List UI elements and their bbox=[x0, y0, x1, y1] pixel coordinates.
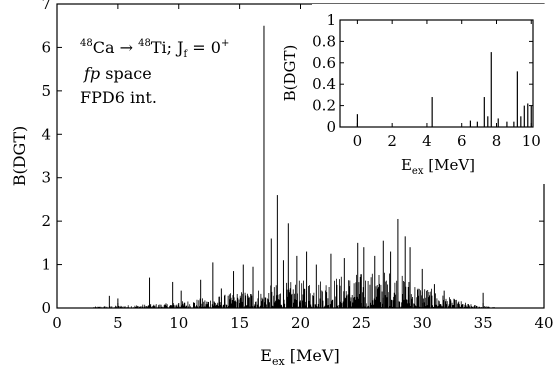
inset-chart: 0 2 4 6 8 10 0 0.2 0.4 0.6 0.8 1 Eex [MeV] B(DGT) bbox=[281, 4, 546, 184]
main-y-tick-label: 0 bbox=[41, 299, 51, 317]
inset-x-axis-label: Eex [MeV] bbox=[401, 156, 475, 177]
main-y-tick-label: 7 bbox=[41, 0, 51, 13]
reaction-annotation: 48Ca → 48Ti; Jf = 0+ bbox=[80, 38, 229, 60]
main-x-tick-label: 5 bbox=[113, 314, 123, 332]
inset-y-tick-label: 0.8 bbox=[312, 32, 336, 50]
main-peak-lines bbox=[56, 25, 484, 308]
interaction-annotation: FPD6 int. bbox=[80, 88, 157, 107]
main-y-tick-label: 6 bbox=[41, 38, 51, 56]
main-x-tick-label: 35 bbox=[474, 314, 493, 332]
inset-x-tick-label: 0 bbox=[353, 132, 363, 150]
inset-x-tick-label: 6 bbox=[457, 132, 467, 150]
inset-x-tick-label: 2 bbox=[387, 132, 397, 150]
main-x-tick-label: 10 bbox=[169, 314, 188, 332]
inset-y-tick-label: 1 bbox=[326, 11, 336, 29]
inset-y-tick-label: 0.2 bbox=[312, 97, 336, 115]
inset-y-axis-label: B(DGT) bbox=[281, 45, 299, 102]
main-y-tick-label: 5 bbox=[41, 82, 51, 100]
inset-plot-frame bbox=[339, 19, 534, 128]
inset-background bbox=[312, 4, 546, 184]
main-x-tick-label: 0 bbox=[52, 314, 62, 332]
main-x-ticks: 0 5 10 15 20 25 30 35 40 bbox=[52, 4, 554, 332]
inset-x-ticks: 0 2 4 6 8 10 bbox=[353, 20, 541, 150]
inset-y-tick-label: 0.6 bbox=[312, 54, 336, 72]
main-y-tick-label: 1 bbox=[41, 256, 51, 274]
main-x-tick-label: 25 bbox=[352, 314, 371, 332]
main-x-axis-label: Eex [MeV] bbox=[260, 346, 339, 368]
main-y-ticks: 0 1 2 3 4 5 6 7 bbox=[41, 0, 544, 317]
main-x-tick-label: 40 bbox=[534, 314, 553, 332]
inset-y-ticks: 0 0.2 0.4 0.6 0.8 1 bbox=[312, 11, 533, 136]
main-y-tick-label: 2 bbox=[41, 212, 51, 230]
main-y-axis-label: B(DGT) bbox=[10, 126, 29, 187]
main-x-tick-label: 30 bbox=[413, 314, 432, 332]
main-y-tick-label: 4 bbox=[41, 125, 51, 143]
main-x-tick-label: 15 bbox=[230, 314, 249, 332]
inset-x-tick-label: 8 bbox=[492, 132, 502, 150]
main-y-tick-label: 3 bbox=[41, 169, 51, 187]
main-x-tick-label: 20 bbox=[291, 314, 310, 332]
space-annotation: fp space bbox=[83, 64, 152, 83]
inset-y-tick-label: 0.4 bbox=[312, 75, 336, 93]
inset-y-tick-label: 0 bbox=[326, 118, 336, 136]
inset-x-tick-label: 10 bbox=[522, 132, 541, 150]
inset-x-tick-label: 4 bbox=[422, 132, 432, 150]
